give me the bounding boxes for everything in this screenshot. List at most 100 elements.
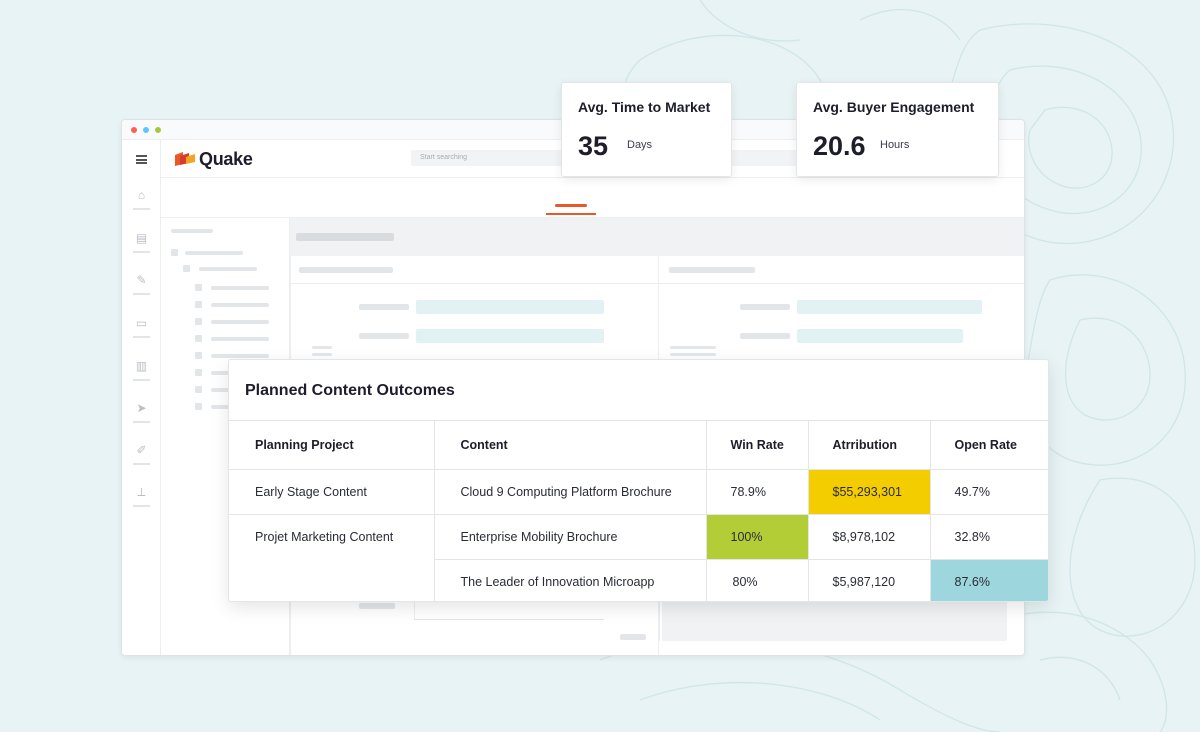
column-header-open-rate[interactable]: Open Rate — [929, 420, 1048, 470]
tree-leaf-box[interactable] — [195, 335, 202, 342]
tree-placeholder — [185, 251, 243, 255]
panel-title: Planned Content Outcomes — [245, 382, 455, 399]
pencil-icon[interactable]: ✎ — [136, 273, 147, 287]
row-label-placeholder — [359, 603, 395, 609]
tree-placeholder — [171, 229, 213, 233]
legend-placeholder — [312, 346, 332, 349]
content-column-left — [290, 256, 658, 284]
planning-project-cell: Projet Marketing Content — [229, 514, 435, 601]
axis-label-placeholder — [620, 634, 646, 640]
rail-divider — [133, 379, 150, 381]
hamburger-menu-icon[interactable] — [136, 155, 147, 164]
legend-placeholder — [312, 353, 332, 356]
signature-icon[interactable]: ⟂ — [137, 485, 146, 499]
outcomes-table: Planning Project Content Win Rate Atrrib… — [229, 420, 1048, 601]
planned-content-outcomes-panel: Planned Content Outcomes Planning Projec… — [228, 359, 1049, 602]
tree-placeholder — [211, 303, 269, 307]
metric-unit: Days — [627, 139, 653, 151]
win-rate-cell: 80% — [705, 559, 809, 601]
column-header-win-rate[interactable]: Win Rate — [705, 420, 809, 470]
content-toolbar — [290, 218, 1024, 256]
window-maximize-dot[interactable] — [155, 127, 161, 133]
tree-node-toggle[interactable] — [183, 265, 190, 272]
metric-title: Avg. Time to Market — [578, 99, 711, 115]
table-row[interactable]: The Leader of Innovation Microapp 80% $5… — [229, 559, 1048, 601]
metric-unit: Hours — [880, 139, 910, 151]
metric-value: 20.6 — [813, 131, 866, 161]
window-minimize-dot[interactable] — [143, 127, 149, 133]
tree-placeholder — [211, 354, 269, 358]
metric-value: 35 — [578, 131, 609, 161]
left-icon-rail: ⌂ ▤ ✎ ▭ ▥ ➤ ✐ ⟂ — [122, 140, 161, 655]
row-label-placeholder — [359, 333, 409, 339]
window-close-dot[interactable] — [131, 127, 137, 133]
rail-divider — [133, 505, 150, 507]
row-label-placeholder — [740, 333, 790, 339]
value-bar-placeholder — [797, 300, 982, 314]
toolbar-placeholder — [296, 233, 394, 241]
open-rate-cell: 87.6% — [929, 559, 1048, 601]
content-column-right — [659, 256, 1024, 284]
attribution-cell: $8,978,102 — [807, 514, 931, 560]
legend-placeholder — [670, 346, 716, 349]
rail-divider — [133, 208, 150, 210]
column-heading-placeholder — [669, 267, 755, 273]
value-bar-placeholder — [416, 329, 604, 343]
column-heading-placeholder — [299, 267, 393, 273]
metric-title: Avg. Buyer Engagement — [813, 99, 975, 115]
row-label-placeholder — [740, 304, 790, 310]
home-icon[interactable]: ⌂ — [137, 188, 146, 202]
edit-note-icon[interactable]: ✐ — [136, 443, 147, 457]
tree-placeholder — [211, 286, 269, 290]
value-bar-placeholder — [797, 329, 963, 343]
bar-chart-icon[interactable]: ▥ — [135, 359, 148, 373]
inbox-icon[interactable]: ▭ — [135, 316, 148, 330]
active-tab-underline — [546, 213, 596, 215]
tree-leaf-box[interactable] — [195, 386, 202, 393]
send-icon[interactable]: ➤ — [136, 401, 147, 415]
column-header-planning-project[interactable]: Planning Project — [229, 420, 435, 470]
rail-divider — [133, 421, 150, 423]
row-label-placeholder — [359, 304, 409, 310]
value-bar-placeholder — [416, 300, 604, 314]
axis-placeholder — [414, 619, 604, 620]
tab-bar — [161, 178, 1024, 218]
tree-leaf-box[interactable] — [195, 369, 202, 376]
metric-card-time-to-market: Avg. Time to Market 35 Days — [561, 82, 732, 177]
tree-placeholder — [211, 320, 269, 324]
tree-node-toggle[interactable] — [171, 249, 178, 256]
legend-placeholder — [670, 353, 716, 356]
table-header-row: Planning Project Content Win Rate Atrrib… — [229, 420, 1048, 470]
document-icon[interactable]: ▤ — [135, 231, 148, 245]
column-header-content[interactable]: Content — [433, 420, 707, 470]
open-rate-cell: 49.7% — [929, 469, 1048, 515]
tree-placeholder — [199, 267, 257, 271]
metric-card-buyer-engagement: Avg. Buyer Engagement 20.6 Hours — [796, 82, 999, 177]
tree-leaf-box[interactable] — [195, 301, 202, 308]
content-cell: Cloud 9 Computing Platform Brochure — [433, 469, 707, 515]
win-rate-cell: 78.9% — [705, 469, 809, 515]
chart-placeholder — [662, 601, 1007, 641]
tree-leaf-box[interactable] — [195, 403, 202, 410]
tree-leaf-box[interactable] — [195, 284, 202, 291]
active-tab-indicator[interactable] — [555, 204, 587, 207]
content-cell: The Leader of Innovation Microapp — [434, 559, 707, 601]
app-logo-text: Quake — [199, 149, 253, 169]
attribution-cell: $55,293,301 — [807, 469, 931, 515]
tree-leaf-box[interactable] — [195, 318, 202, 325]
quake-logo-icon — [175, 152, 195, 166]
table-row[interactable]: Early Stage Content Cloud 9 Computing Pl… — [229, 469, 1048, 515]
rail-divider — [133, 251, 150, 253]
attribution-cell: $5,987,120 — [807, 559, 931, 601]
rail-divider — [133, 336, 150, 338]
planning-project-cell: Early Stage Content — [229, 469, 435, 515]
tree-leaf-box[interactable] — [195, 352, 202, 359]
content-cell: Enterprise Mobility Brochure — [433, 514, 707, 560]
open-rate-cell: 32.8% — [929, 514, 1048, 560]
axis-placeholder — [414, 602, 415, 620]
table-row[interactable]: Projet Marketing Content Enterprise Mobi… — [229, 514, 1048, 601]
tree-placeholder — [211, 337, 269, 341]
column-header-attribution[interactable]: Atrribution — [807, 420, 931, 470]
rail-divider — [133, 463, 150, 465]
